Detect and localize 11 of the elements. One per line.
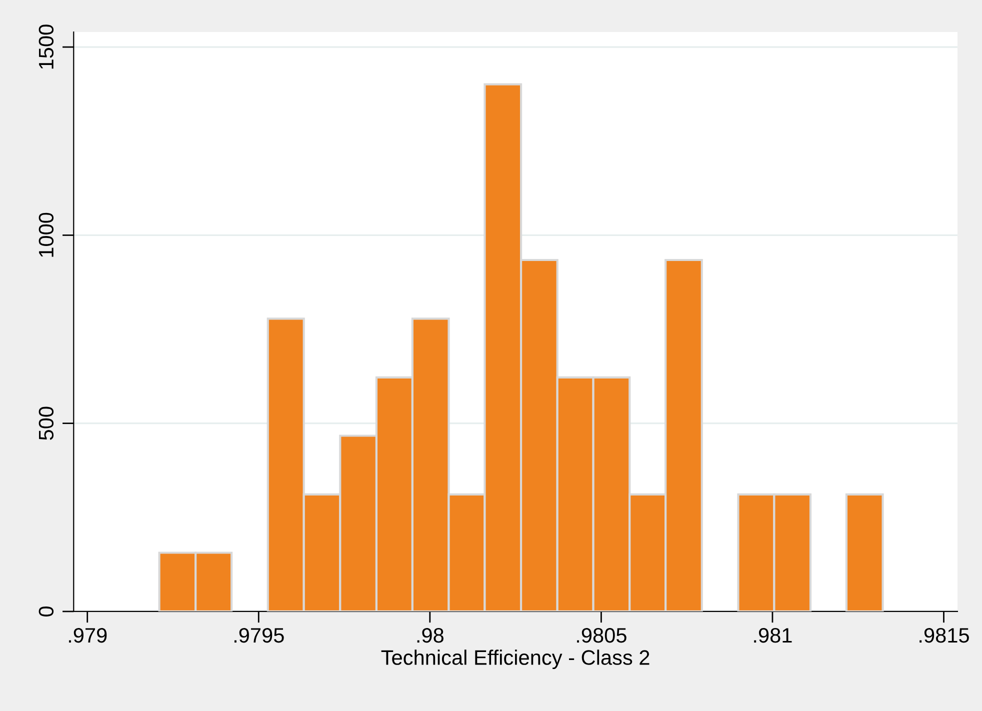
x-tick-label: .979: [68, 628, 107, 643]
x-tick-label: .9815: [920, 628, 969, 643]
x-tick-label: .98: [417, 628, 444, 643]
y-tick-label: 1000: [38, 212, 54, 257]
x-tick-label: .9805: [577, 628, 626, 643]
x-axis-title: Technical Efficiency - Class 2: [381, 650, 650, 670]
y-tick-label: 500: [38, 406, 54, 440]
x-tick-label: .981: [754, 628, 792, 643]
y-tick-label: 0: [38, 606, 54, 616]
x-tick-label: .9795: [234, 628, 284, 643]
y-tick-label: 1500: [38, 24, 54, 69]
